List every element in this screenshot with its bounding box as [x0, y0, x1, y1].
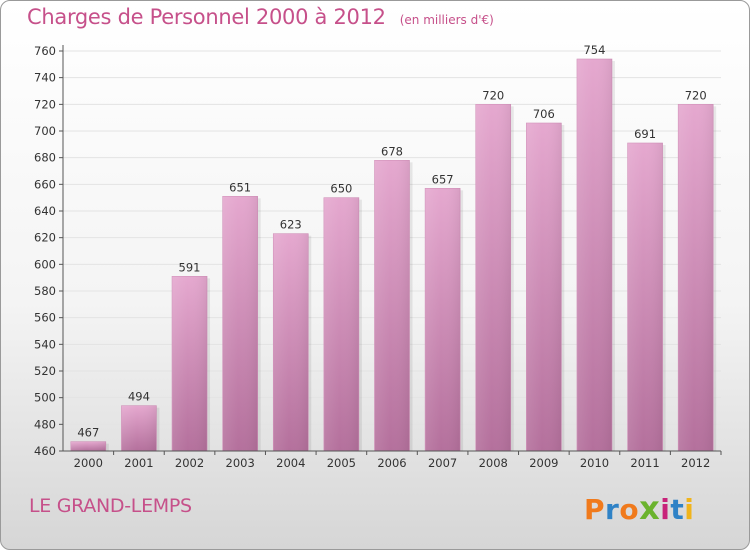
y-tick-label: 700 — [34, 124, 56, 138]
bar-shine — [323, 197, 359, 451]
x-tick-label: 2006 — [377, 456, 406, 470]
logo-letter: i — [684, 493, 695, 526]
bar-value-label: 591 — [179, 260, 201, 274]
bar-shine — [222, 196, 258, 451]
bar-value-label: 651 — [229, 180, 251, 194]
bar-value-label: 720 — [685, 88, 707, 102]
y-tick-label: 540 — [34, 337, 56, 351]
y-tick-label: 760 — [34, 44, 56, 58]
logo-letter: r — [605, 493, 620, 526]
chart-subtitle: (en milliers d'€) — [399, 13, 494, 27]
bar-shine — [70, 441, 106, 451]
bar-value-label: 691 — [634, 127, 656, 141]
x-tick-label: 2010 — [580, 456, 609, 470]
y-tick-label: 500 — [34, 391, 56, 405]
y-tick-label: 680 — [34, 151, 56, 165]
x-tick-label: 2012 — [681, 456, 710, 470]
bar-value-label: 494 — [128, 390, 150, 404]
x-tick-label: 2002 — [175, 456, 204, 470]
y-tick-label: 580 — [34, 284, 56, 298]
bar-shine — [374, 160, 410, 452]
y-tick-label: 460 — [34, 444, 56, 458]
bars-layer: 467 494 591 651 623 650 678 657 720 706 754 691 720 — [70, 43, 717, 452]
bar-shine — [627, 143, 663, 451]
bar-shine — [526, 123, 562, 451]
y-tick-label: 740 — [34, 71, 56, 85]
x-tick-label: 2008 — [479, 456, 508, 470]
bar-shine — [121, 405, 157, 451]
y-tick-label: 600 — [34, 257, 56, 271]
bar-shine — [576, 59, 612, 451]
x-tick-label: 2001 — [124, 456, 153, 470]
y-tick-label: 520 — [34, 364, 56, 378]
logo-letter: i — [660, 493, 671, 526]
x-tick-label: 2005 — [327, 456, 356, 470]
x-tick-label: 2011 — [630, 456, 659, 470]
y-tick-label: 480 — [34, 417, 56, 431]
chart-title: Charges de Personnel 2000 à 2012 — [27, 5, 386, 29]
bar-value-label: 754 — [583, 43, 605, 57]
y-tick-label: 720 — [34, 97, 56, 111]
bar-value-label: 657 — [432, 172, 454, 186]
x-tick-label: 2009 — [529, 456, 558, 470]
bar-value-label: 623 — [280, 218, 302, 232]
axis-layer: 460 480 500 520 540 560 580 600 620 640 660 680 700 7… — [34, 44, 722, 470]
logo-letter: o — [619, 493, 640, 526]
bar-shine — [678, 104, 714, 451]
bar-value-label: 650 — [330, 182, 352, 196]
logo-letter: t — [670, 493, 685, 526]
commune-name: LE GRAND-LEMPS — [29, 495, 192, 517]
x-tick-label: 2000 — [74, 456, 103, 470]
bar-value-label: 467 — [77, 426, 99, 440]
logo-letter: x — [639, 489, 661, 527]
x-tick-label: 2003 — [226, 456, 255, 470]
bar-shine — [425, 188, 461, 452]
bar-shine — [273, 233, 309, 451]
bar-value-label: 706 — [533, 107, 555, 121]
bar-shine — [475, 104, 511, 451]
y-tick-label: 620 — [34, 231, 56, 245]
x-tick-label: 2004 — [276, 456, 305, 470]
title-row: Charges de Personnel 2000 à 2012 (en mill… — [27, 5, 494, 29]
x-tick-label: 2007 — [428, 456, 457, 470]
y-tick-label: 640 — [34, 204, 56, 218]
bar-value-label: 678 — [381, 144, 403, 158]
logo-letter: P — [584, 493, 606, 526]
bar-value-label: 720 — [482, 88, 504, 102]
y-tick-label: 560 — [34, 311, 56, 325]
y-tick-label: 660 — [34, 177, 56, 191]
bar-shine — [172, 276, 208, 451]
proxiti-logo: Proxiti — [584, 489, 694, 527]
